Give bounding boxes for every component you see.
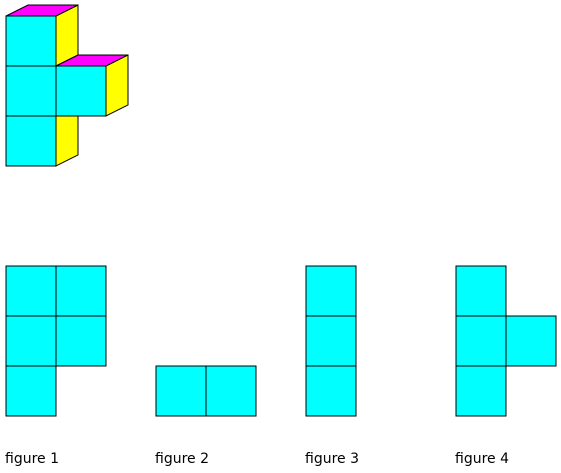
figure-4-caption: figure 4 xyxy=(455,451,509,467)
view-cell xyxy=(55,315,107,367)
figure-2-caption: figure 2 xyxy=(155,451,209,467)
view-cell xyxy=(5,265,57,317)
view-cell xyxy=(205,365,257,417)
view-cell xyxy=(455,365,507,417)
figure-1-caption: figure 1 xyxy=(5,451,59,467)
view-cell xyxy=(455,315,507,367)
view-cell xyxy=(305,265,357,317)
cube-front-face xyxy=(55,65,107,117)
cube-front-face xyxy=(5,115,57,167)
cube-front-face xyxy=(5,15,57,67)
view-cell xyxy=(55,265,107,317)
view-cell xyxy=(305,365,357,417)
view-cell xyxy=(505,315,557,367)
figure-2-view xyxy=(155,365,257,417)
view-cell xyxy=(305,315,357,367)
figure-3-caption: figure 3 xyxy=(305,451,359,467)
view-cell xyxy=(155,365,207,417)
figure-4-view xyxy=(455,265,557,417)
cube-front-face xyxy=(5,65,57,117)
view-figures xyxy=(5,265,557,417)
view-cell xyxy=(455,265,507,317)
figure-3-view xyxy=(305,265,357,417)
cube-stack-3d xyxy=(5,4,129,167)
figure-1-view xyxy=(5,265,107,417)
view-cell xyxy=(5,315,57,367)
view-cell xyxy=(5,365,57,417)
